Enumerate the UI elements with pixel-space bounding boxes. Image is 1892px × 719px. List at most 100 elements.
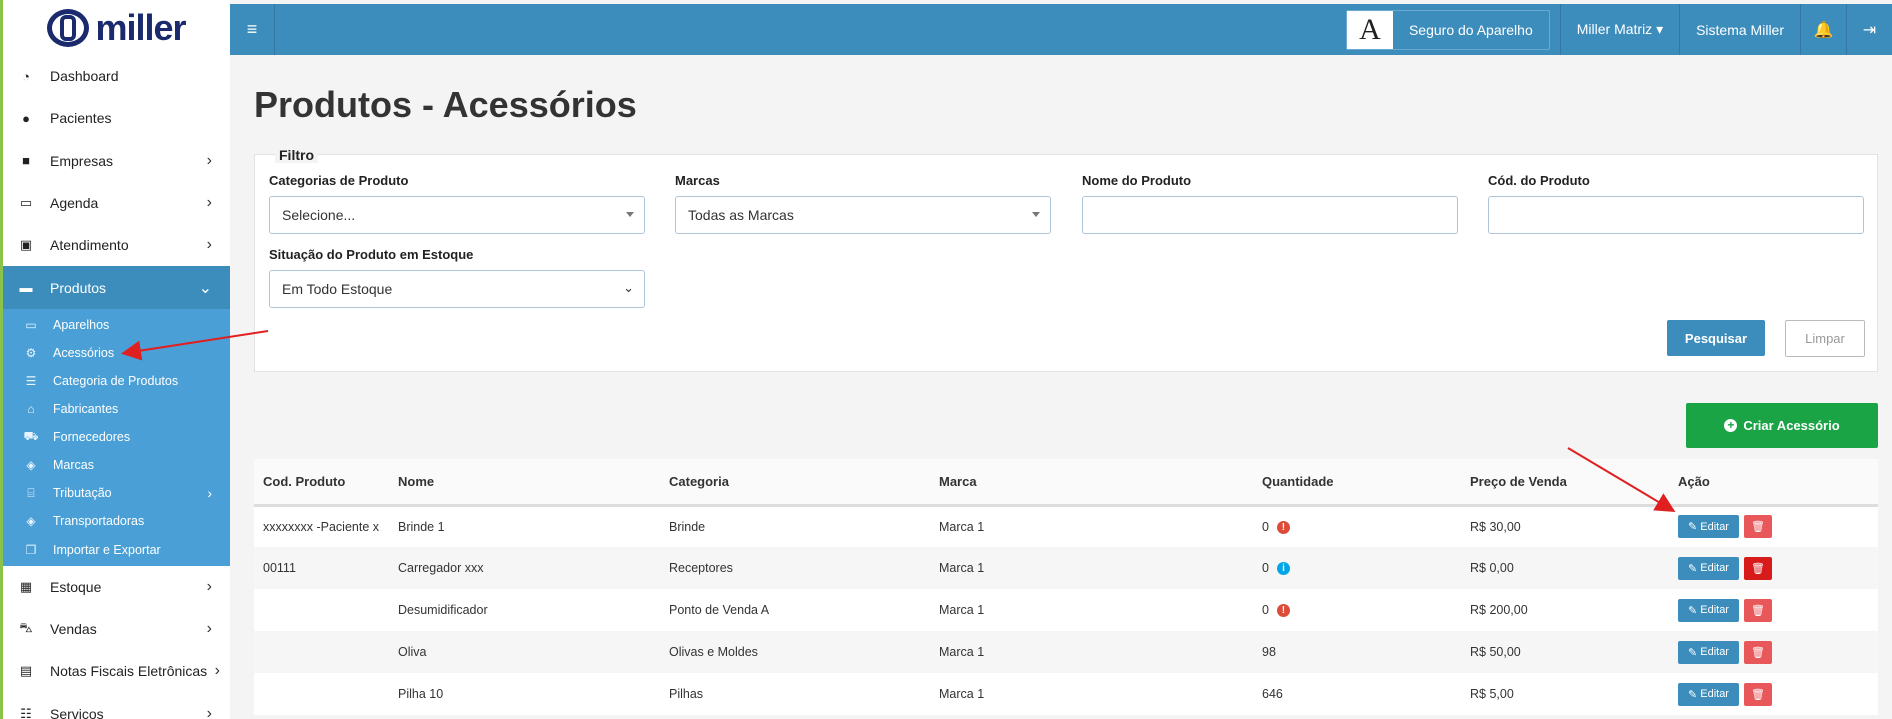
sidebar-item-notas-fiscais[interactable]: ▤ Notas Fiscais Eletrônicas › <box>3 650 230 692</box>
system-link[interactable]: Sistema Miller <box>1679 4 1800 55</box>
edit-button[interactable]: ✎ Editar <box>1678 640 1739 664</box>
bell-icon[interactable]: 🔔 <box>1800 4 1846 55</box>
cell-categoria: Ponto de Venda A <box>660 589 930 631</box>
bank-icon: ⌸ <box>27 485 35 500</box>
pencil-icon: ✎ <box>1688 521 1698 534</box>
nome-field: Nome do Produto <box>1082 173 1458 234</box>
situacao-field: Situação do Produto em Estoque Em Todo E… <box>269 247 645 308</box>
submenu-item-aparelhos[interactable]: ▭ Aparelhos <box>3 311 230 339</box>
delete-button[interactable]: 🗑 <box>1744 515 1772 539</box>
sidebar-item-servicos[interactable]: ☷ Serviços › <box>3 693 230 719</box>
edit-button[interactable]: ✎ Editar <box>1678 682 1739 706</box>
criar-acessorio-button[interactable]: + Criar Acessório <box>1686 403 1878 448</box>
logout-icon[interactable]: ⇥ <box>1846 4 1892 55</box>
sidebar-item-label: Serviços <box>50 705 104 719</box>
submenu-item-fabricantes[interactable]: ⌂ Fabricantes <box>3 395 230 423</box>
brand-logo[interactable]: miller <box>3 0 230 55</box>
exclamation-icon[interactable]: ! <box>1276 604 1290 618</box>
sidebar-item-pacientes[interactable]: ● Pacientes <box>3 97 230 139</box>
cell-preco: R$ 5,00 <box>1461 673 1669 715</box>
table-header-row: Cod. Produto Nome Categoria Marca Quanti… <box>254 459 1878 507</box>
sidebar-item-atendimento[interactable]: ▣ Atendimento › <box>3 224 230 266</box>
industry-icon: ⌂ <box>27 402 35 417</box>
cell-cod: 00111 <box>254 547 389 589</box>
sidebar-item-agenda[interactable]: ▭ Agenda › <box>3 182 230 224</box>
seguro-label: Seguro do Aparelho <box>1408 21 1533 38</box>
sidebar-item-estoque[interactable]: ▦ Estoque › <box>3 566 230 608</box>
cell-cod <box>254 589 389 631</box>
cell-cod: xxxxxxxx -Paciente x <box>254 505 389 547</box>
exclamation-icon[interactable]: ! <box>1276 520 1290 534</box>
edit-button[interactable]: ✎ Editar <box>1678 598 1739 622</box>
cell-categoria: Olivas e Moldes <box>660 631 930 673</box>
delete-button[interactable]: 🗑 <box>1744 598 1772 622</box>
col-categoria[interactable]: Categoria <box>660 459 930 507</box>
submenu-item-tributacao[interactable]: ⌸ Tributação › <box>3 479 230 507</box>
col-acao: Ação <box>1669 459 1878 507</box>
cell-nome: Oliva <box>389 631 660 673</box>
sidebar-item-label: Vendas <box>50 621 97 638</box>
cell-marca: Marca 1 <box>930 631 1253 673</box>
col-cod[interactable]: Cod. Produto <box>254 459 389 507</box>
cell-nome: Brinde 1 <box>389 505 660 547</box>
trash-icon: 🗑 <box>1751 604 1765 617</box>
minus-square-icon: ▬ <box>19 280 33 296</box>
cod-input[interactable] <box>1488 196 1864 234</box>
info-icon[interactable]: i <box>1276 562 1290 576</box>
sidebar-item-label: Agenda <box>50 195 99 212</box>
table-row: 00111 Carregador xxx Receptores Marca 1 … <box>254 547 1878 589</box>
cell-nome: Carregador xxx <box>389 547 660 589</box>
cell-categoria: Pilhas <box>660 673 930 715</box>
col-preco[interactable]: Preço de Venda <box>1461 459 1669 507</box>
marcas-field: Marcas Todas as Marcas <box>675 173 1051 234</box>
sidebar-item-label: Pacientes <box>50 110 112 127</box>
marcas-select[interactable]: Todas as Marcas <box>675 196 1051 234</box>
edit-button[interactable]: ✎ Editar <box>1678 515 1739 539</box>
cell-marca: Marca 1 <box>930 547 1253 589</box>
limpar-button[interactable]: Limpar <box>1785 320 1865 357</box>
menu-toggle-icon[interactable]: ≡ <box>230 4 275 55</box>
sidebar-item-empresas[interactable]: ■ Empresas › <box>3 140 230 182</box>
edit-button[interactable]: ✎ Editar <box>1678 556 1739 580</box>
delete-button[interactable]: 🗑 <box>1744 682 1772 706</box>
nome-input[interactable] <box>1082 196 1458 234</box>
cell-acao: ✎ Editar 🗑 <box>1669 505 1878 547</box>
cell-cod <box>254 673 389 715</box>
cell-quantidade: 0! <box>1253 505 1461 547</box>
top-header: ≡ A Seguro do Aparelho Miller Matriz ▾ S… <box>230 4 1892 55</box>
col-quantidade[interactable]: Quantidade <box>1253 459 1461 507</box>
cell-cod <box>254 631 389 673</box>
delete-button[interactable]: 🗑 <box>1744 556 1772 580</box>
col-nome[interactable]: Nome <box>389 459 660 507</box>
seguro-aparelho-button[interactable]: A Seguro do Aparelho <box>1345 9 1550 50</box>
user-menu-dropdown[interactable]: Miller Matriz ▾ <box>1559 4 1679 55</box>
submenu-item-transportadoras[interactable]: ◈ Transportadoras <box>3 507 230 535</box>
sidebar-item-dashboard[interactable]: ◔ Dashboard <box>3 55 230 97</box>
cell-nome: Pilha 10 <box>389 673 660 715</box>
delete-button[interactable]: 🗑 <box>1744 640 1772 664</box>
qtd-value: 0 <box>1262 602 1269 617</box>
user-icon: ● <box>22 110 30 126</box>
page-title: Produtos - Acessórios <box>254 84 637 125</box>
submenu-item-label: Transportadoras <box>53 514 145 529</box>
situacao-select[interactable]: Em Todo Estoque ⌄ <box>269 270 645 308</box>
main-content: Produtos - Acessórios Filtro Categorias … <box>254 55 1878 715</box>
submenu-item-marcas[interactable]: ◈ Marcas <box>3 451 230 479</box>
edit-label: Editar <box>1700 688 1729 700</box>
submenu-item-fornecedores[interactable]: ⛟ Fornecedores <box>3 423 230 451</box>
sidebar-item-produtos[interactable]: ▬ Produtos ⌄ <box>3 266 230 309</box>
submenu-item-acessorios[interactable]: ⚙ Acessórios <box>3 339 230 367</box>
submenu-item-categoria-de-produtos[interactable]: ☰ Categoria de Produtos <box>3 367 230 395</box>
marcas-value: Todas as Marcas <box>688 207 794 223</box>
pesquisar-button[interactable]: Pesquisar <box>1667 320 1765 356</box>
cell-quantidade: 646 <box>1253 673 1461 715</box>
cell-nome: Desumidificador <box>389 589 660 631</box>
tags-icon: ◈ <box>26 458 36 473</box>
col-marca[interactable]: Marca <box>930 459 1253 507</box>
categoria-select[interactable]: Selecione... <box>269 196 645 234</box>
submenu-item-label: Importar e Exportar <box>53 542 161 557</box>
submenu-item-importar-exportar[interactable]: ❐ Importar e Exportar <box>3 536 230 564</box>
plus-circle-icon: + <box>1724 419 1738 432</box>
table-row: xxxxxxxx -Paciente x Brinde 1 Brinde Mar… <box>254 505 1878 547</box>
sidebar-item-vendas[interactable]: ⛍ Vendas › <box>3 608 230 650</box>
